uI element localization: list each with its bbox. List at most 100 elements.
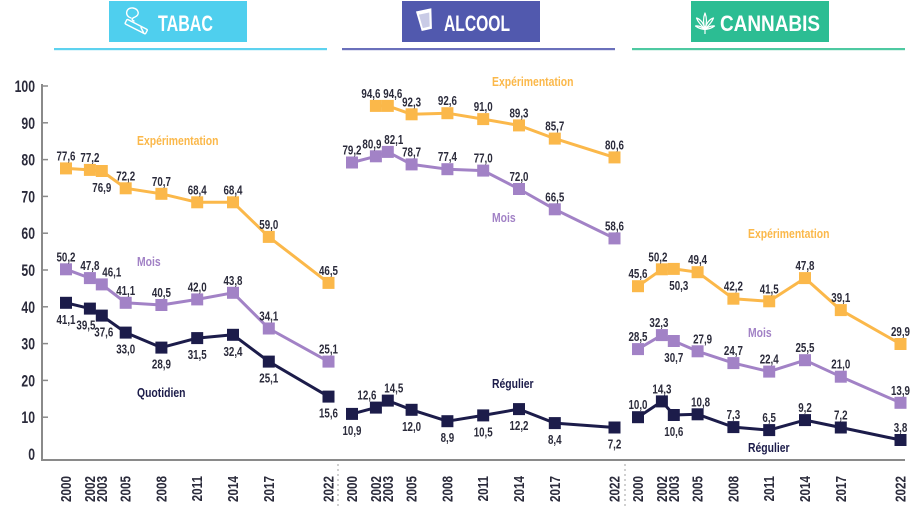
- series-name-label-regulier: Régulier: [748, 440, 790, 455]
- data-label-mois: 27,9: [693, 332, 712, 346]
- y-tick-label: 50: [21, 261, 35, 280]
- data-label-mois: 77,4: [438, 150, 457, 164]
- series-markers: [632, 262, 907, 446]
- data-label-experimentation: 77,6: [57, 149, 76, 163]
- series-name-label-experimentation: Expérimentation: [492, 74, 574, 89]
- data-label-regulier: 7,3: [727, 408, 741, 422]
- data-label-quotidien: 31,5: [188, 348, 207, 362]
- data-marker-experimentation: [322, 276, 335, 289]
- data-label-mois: 78,7: [402, 145, 421, 159]
- data-label-experimentation: 92,3: [402, 95, 421, 109]
- x-tick-label: 2005: [118, 476, 135, 502]
- panel-header-alcool: ALCOOL: [342, 1, 615, 51]
- data-marker-experimentation: [95, 165, 108, 177]
- data-label-experimentation: 59,0: [259, 218, 278, 232]
- data-marker-experimentation: [262, 230, 275, 243]
- data-label-experimentation: 68,4: [188, 183, 207, 197]
- data-label-experimentation: 41,5: [760, 282, 779, 296]
- x-tick-label: 2017: [833, 476, 850, 502]
- y-tick-label: 90: [21, 114, 35, 133]
- y-tick-label: 80: [21, 151, 35, 170]
- data-label-experimentation: 89,3: [510, 106, 529, 120]
- series-name-label-mois: Mois: [492, 210, 516, 225]
- data-marker-mois: [894, 396, 907, 409]
- data-marker-regulier: [632, 411, 644, 424]
- series-markers: [346, 99, 621, 434]
- data-label-experimentation: 80,6: [605, 138, 624, 152]
- data-label-regulier: 10,5: [474, 425, 493, 439]
- x-tick-label: 2014: [225, 475, 242, 502]
- data-labels: 77,6 77,2 76,9 72,2 70,7 68,4 68,4 59,0 46,5 50,2…: [57, 149, 339, 420]
- data-label-mois: 25,1: [319, 343, 338, 357]
- data-label-regulier: 12,6: [357, 389, 376, 403]
- data-label-experimentation: 50,3: [669, 279, 688, 293]
- data-marker-experimentation: [381, 99, 394, 112]
- data-marker-experimentation: [608, 151, 621, 164]
- x-tick-label: 2003: [666, 476, 683, 502]
- series-name-label-mois: Mois: [137, 254, 161, 269]
- data-label-mois: 30,7: [664, 351, 683, 365]
- data-label-experimentation: 29,9: [891, 325, 910, 339]
- data-marker-mois: [513, 183, 525, 195]
- data-label-mois: 43,8: [224, 274, 243, 288]
- data-marker-mois: [60, 263, 72, 276]
- data-marker-mois: [227, 286, 239, 299]
- data-label-mois: 80,9: [362, 137, 381, 151]
- axes: 0 10 20 30 40 50 60 70 80 90 100: [15, 77, 905, 506]
- data-label-quotidien: 33,0: [116, 343, 135, 357]
- data-label-quotidien: 15,6: [319, 407, 338, 421]
- data-marker-experimentation: [191, 196, 204, 209]
- data-label-regulier: 14,5: [384, 382, 403, 396]
- series-name-label-mois: Mois: [748, 325, 772, 340]
- x-tick-label: 2008: [153, 476, 170, 502]
- data-marker-experimentation: [548, 132, 561, 145]
- y-tick-label: 10: [21, 408, 35, 427]
- data-marker-experimentation: [227, 196, 239, 209]
- data-label-experimentation: 70,7: [152, 175, 171, 189]
- data-label-experimentation: 85,7: [545, 120, 564, 134]
- x-tick-label: 2022: [892, 476, 909, 502]
- header-underline-alcool: [342, 48, 615, 51]
- data-marker-mois: [477, 164, 490, 177]
- data-label-regulier: 10,0: [629, 398, 648, 412]
- data-marker-mois: [727, 357, 740, 370]
- data-label-mois: 79,2: [343, 144, 362, 158]
- data-label-mois: 21,0: [831, 358, 850, 372]
- x-tick-label: 2011: [475, 476, 492, 501]
- data-label-quotidien: 37,6: [94, 326, 113, 340]
- data-marker-mois: [191, 293, 204, 306]
- data-marker-mois: [405, 158, 418, 171]
- data-marker-experimentation: [155, 187, 168, 200]
- y-tick-label: 0: [28, 445, 35, 464]
- data-label-regulier: 6,5: [762, 411, 776, 425]
- x-tick-label: 2022: [320, 476, 337, 502]
- data-label-experimentation: 50,2: [648, 250, 667, 264]
- data-marker-regulier: [894, 434, 907, 446]
- data-label-regulier: 14,3: [652, 382, 671, 396]
- data-marker-experimentation: [727, 292, 740, 305]
- data-label-regulier: 12,2: [510, 419, 529, 433]
- x-tick-label: 2011: [189, 476, 206, 501]
- data-label-quotidien: 28,9: [152, 358, 171, 372]
- data-marker-regulier: [727, 421, 740, 434]
- x-tick-label: 2000: [630, 476, 647, 502]
- data-marker-experimentation: [667, 262, 680, 275]
- data-marker-mois: [369, 150, 382, 163]
- data-label-experimentation: 72,2: [116, 169, 135, 183]
- data-label-mois: 24,7: [724, 344, 743, 358]
- cigarette-icon: [124, 7, 148, 35]
- y-tick-label: 30: [21, 335, 35, 354]
- y-tick-label: 40: [21, 298, 35, 317]
- data-label-regulier: 9,2: [798, 401, 812, 415]
- y-tick-label: 20: [21, 371, 35, 390]
- data-label-mois: 58,6: [605, 219, 624, 233]
- data-marker-regulier: [608, 421, 621, 434]
- data-label-regulier: 10,8: [691, 395, 710, 409]
- data-label-regulier: 8,9: [441, 431, 455, 445]
- data-marker-regulier: [346, 407, 358, 420]
- data-marker-experimentation: [799, 272, 811, 285]
- data-marker-quotidien: [119, 326, 132, 339]
